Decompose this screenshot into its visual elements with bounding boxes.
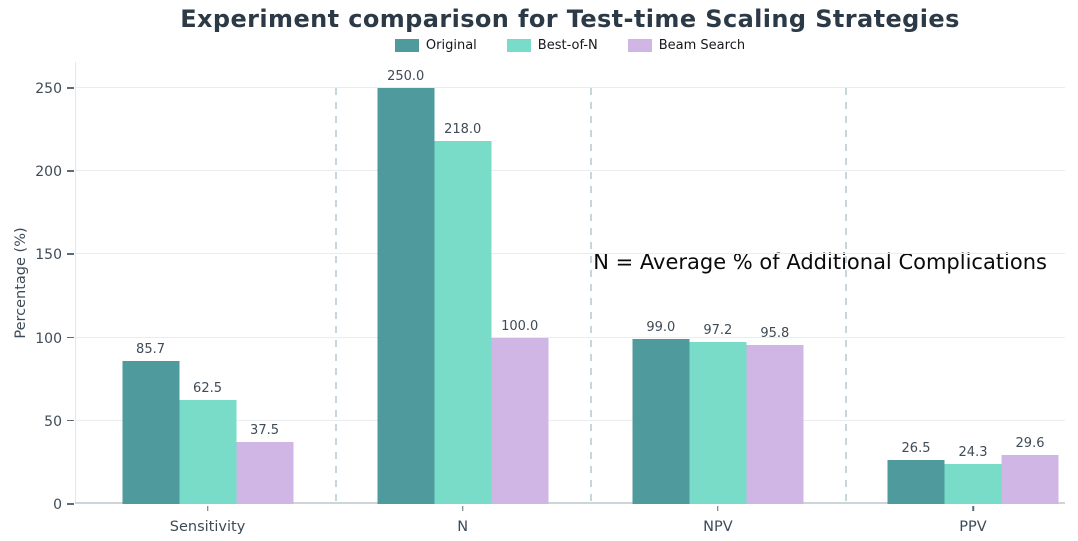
group-separator-dashed-line [845, 88, 847, 504]
bar-best-of-n-ppv: 24.3 [944, 445, 1002, 504]
y-tick-label: 100 [35, 330, 62, 347]
bar-value-label: 100.0 [501, 318, 539, 334]
legend-swatch-icon [394, 39, 419, 52]
bar-value-label: 26.5 [901, 440, 931, 456]
bar-original-ppv: 26.5 [887, 441, 945, 504]
bar-value-label: 250.0 [387, 69, 425, 84]
bar-beam-search-ppv: 29.6 [1001, 436, 1059, 504]
x-tick-label: NPV [703, 519, 733, 535]
bar-best-of-n-sensitivity: 62.5 [179, 381, 237, 504]
x-tick-mark [972, 506, 974, 511]
gridline [76, 336, 1065, 338]
x-tick-mark [717, 506, 719, 511]
bar-value-label: 95.8 [760, 325, 790, 341]
legend-item-best-of-n: Best-of-N [506, 38, 598, 53]
y-tick-mark [67, 87, 74, 89]
legend-swatch-icon [627, 39, 652, 52]
bar-group-ppv: 26.5 24.3 29.6 [887, 436, 1059, 504]
x-tick-label: N [457, 519, 469, 535]
bar-best-of-n-npv: 97.2 [689, 323, 747, 504]
legend-item-original: Original [394, 38, 477, 53]
gridline [76, 253, 1065, 255]
legend-swatch-icon [506, 39, 531, 52]
y-tick-mark [67, 170, 74, 172]
x-axis-line [74, 502, 1065, 504]
bar-value-label: 85.7 [136, 342, 166, 358]
plot-area: N = Average % of Additional Complication… [35, 62, 1065, 535]
bar-original-npv: 99.0 [632, 320, 690, 504]
bar-value-label: 97.2 [703, 323, 733, 339]
group-separator-dashed-line [335, 88, 337, 504]
y-tick-mark [67, 503, 74, 505]
y-tick-label: 50 [44, 413, 62, 430]
bar-value-label: 24.3 [958, 444, 988, 460]
bar-best-of-n-n: 218.0 [434, 122, 492, 504]
y-axis-label: Percentage (%) [13, 227, 29, 339]
x-tick-mark [206, 506, 209, 511]
x-tick-mark [461, 506, 464, 511]
bar-value-label: 62.5 [193, 381, 223, 396]
x-tick-label: Sensitivity [169, 519, 246, 535]
legend-item-beam-search: Beam Search [627, 38, 746, 53]
bar-original-sensitivity: 85.7 [122, 342, 180, 504]
legend-label: Original [425, 38, 477, 53]
y-tick-mark [67, 419, 74, 422]
bar-original-n: 250.0 [377, 69, 435, 504]
bar-group-n: 250.0 218.0 100.0 [377, 69, 549, 504]
bar-beam-search-npv: 95.8 [746, 326, 804, 504]
bar-group-npv: 99.0 97.2 95.8 [632, 320, 804, 504]
gridline [76, 419, 1065, 421]
bar-value-label: 218.0 [444, 122, 482, 138]
y-tick-label: 250 [35, 81, 62, 97]
group-separator-dashed-line [590, 88, 592, 504]
y-tick-mark [67, 336, 74, 339]
bar-value-label: 37.5 [250, 422, 280, 438]
chart-title: Experiment comparison for Test-time Scal… [180, 5, 960, 33]
legend-label: Best-of-N [537, 38, 598, 53]
y-tick-label: 0 [53, 497, 62, 513]
bar-beam-search-sensitivity: 37.5 [236, 423, 294, 504]
bar-group-sensitivity: 85.7 62.5 37.5 [122, 342, 294, 504]
legend-label: Beam Search [658, 38, 746, 53]
gridline [76, 170, 1065, 172]
gridline [76, 87, 1065, 88]
bar-value-label: 29.6 [1015, 435, 1045, 451]
bar-value-label: 99.0 [646, 320, 676, 336]
y-tick-label: 150 [35, 247, 62, 264]
y-tick-mark [67, 253, 74, 255]
bar-beam-search-n: 100.0 [491, 319, 549, 504]
legend: Original Best-of-N Beam Search [75, 38, 1065, 53]
x-tick-label: PPV [959, 519, 987, 535]
y-tick-label: 200 [35, 164, 62, 181]
